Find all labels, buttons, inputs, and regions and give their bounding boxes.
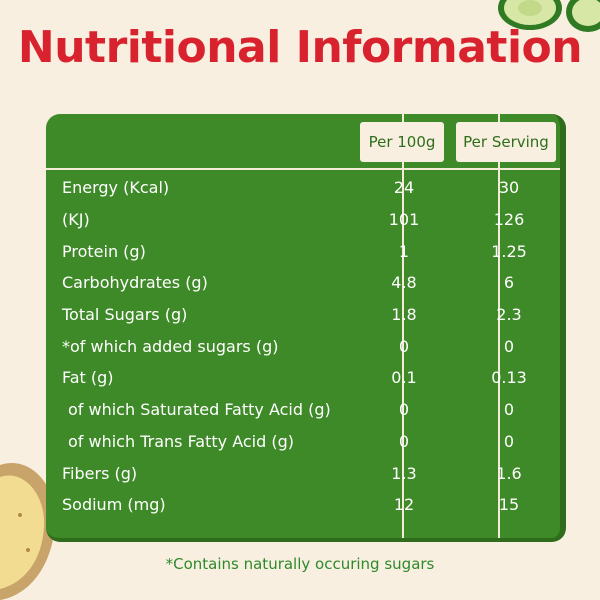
table-row: Protein (g) 1 1.25 [46,235,560,267]
zucchini-slice-icon [498,0,600,32]
header-divider [46,168,560,170]
value-per-serving: 1.6 [496,463,522,483]
table-row: Sodium (mg) 12 15 [46,489,560,521]
value-per-serving: 0 [503,431,515,451]
value-per-serving: 0.13 [491,368,527,388]
header-per-serving: Per Serving [456,122,556,162]
table-row: of which Saturated Fatty Acid (g) 0 0 [46,394,560,426]
value-per-100g: 0.1 [391,368,417,388]
nutrient-label: Fat (g) [62,368,114,388]
header-per-100g: Per 100g [360,122,444,162]
nutrient-label: Carbohydrates (g) [62,273,208,293]
nutrient-label: Total Sugars (g) [62,305,188,325]
page-title: Nutritional Information [17,22,583,73]
footnote: *Contains naturally occuring sugars [165,555,435,573]
value-per-serving: 0 [503,336,515,356]
value-per-serving: 15 [498,495,520,515]
value-per-100g: 0 [398,336,410,356]
nutrient-label: *of which added sugars (g) [62,336,279,356]
nutrient-rows: Energy (Kcal) 24 30 (KJ) 101 126 Protein… [46,172,560,521]
table-row: *of which added sugars (g) 0 0 [46,330,560,362]
table-row: Carbohydrates (g) 4.8 6 [46,267,560,299]
column-divider [498,114,500,538]
value-per-100g: 1.8 [391,305,417,325]
value-per-100g: 12 [393,495,415,515]
value-per-100g: 0 [398,400,410,420]
value-per-100g: 24 [393,178,415,198]
value-per-100g: 1 [398,241,410,261]
value-per-100g: 0 [398,431,410,451]
nutrition-table: Per 100g Per Serving Energy (Kcal) 24 30… [46,114,566,542]
nutrient-label: Energy (Kcal) [62,178,170,198]
table-row: of which Trans Fatty Acid (g) 0 0 [46,426,560,458]
nutrient-label: of which Trans Fatty Acid (g) [68,431,294,451]
value-per-100g: 4.8 [391,273,417,293]
nutrient-label: Fibers (g) [62,463,138,483]
value-per-100g: 1.3 [391,463,417,483]
value-per-serving: 126 [493,210,525,230]
value-per-100g: 101 [388,210,420,230]
value-per-serving: 6 [503,273,515,293]
nutrient-label: Protein (g) [62,241,146,261]
table-row: (KJ) 101 126 [46,204,560,236]
nutrient-label: Sodium (mg) [62,495,166,515]
table-row: Fibers (g) 1.3 1.6 [46,457,560,489]
table-row: Energy (Kcal) 24 30 [46,172,560,204]
column-divider [402,114,404,538]
potato-icon [0,463,56,600]
nutrient-label: (KJ) [62,210,90,230]
value-per-serving: 1.25 [491,241,527,261]
table-row: Total Sugars (g) 1.8 2.3 [46,299,560,331]
table-row: Fat (g) 0.1 0.13 [46,362,560,394]
nutrient-label: of which Saturated Fatty Acid (g) [68,400,331,420]
value-per-serving: 2.3 [496,305,522,325]
value-per-serving: 30 [498,178,520,198]
value-per-serving: 0 [503,400,515,420]
